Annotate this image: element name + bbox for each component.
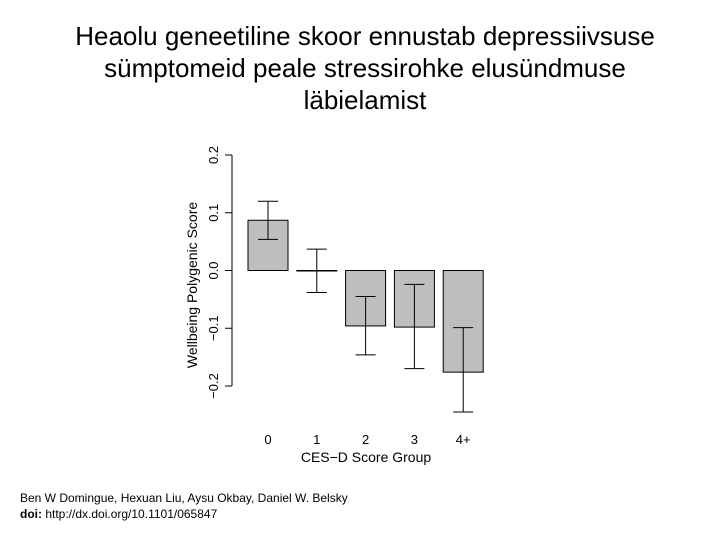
citation: Ben W Domingue, Hexuan Liu, Aysu Okbay, … — [20, 490, 348, 522]
x-axis-title: CES−D Score Group — [301, 449, 432, 465]
x-tick-label: 1 — [313, 432, 320, 447]
y-tick-label: 0.2 — [206, 146, 221, 164]
citation-doi-line: doi: http://dx.doi.org/10.1101/065847 — [20, 506, 348, 522]
slide-title: Heaolu geneetiline skoor ennustab depres… — [20, 20, 710, 116]
citation-authors: Ben W Domingue, Hexuan Liu, Aysu Okbay, … — [20, 491, 348, 505]
doi-value: http://dx.doi.org/10.1101/065847 — [42, 507, 218, 521]
title-line-3: läbielamist — [303, 85, 427, 115]
x-tick-label: 3 — [411, 432, 418, 447]
title-line-1: Heaolu geneetiline skoor ennustab depres… — [75, 21, 655, 51]
y-tick-label: −0.2 — [206, 373, 221, 399]
y-tick-label: 0.1 — [206, 204, 221, 222]
y-tick-label: 0.0 — [206, 261, 221, 279]
x-tick-label: 0 — [264, 432, 271, 447]
title-line-2: sümptomeid peale stressirohke elusündmus… — [104, 53, 626, 83]
y-tick-label: −0.1 — [206, 315, 221, 341]
doi-label: doi: — [20, 507, 42, 521]
y-axis-title: Wellbeing Polygenic Score — [184, 202, 200, 368]
x-tick-label: 4+ — [456, 432, 471, 447]
x-tick-label: 2 — [362, 432, 369, 447]
